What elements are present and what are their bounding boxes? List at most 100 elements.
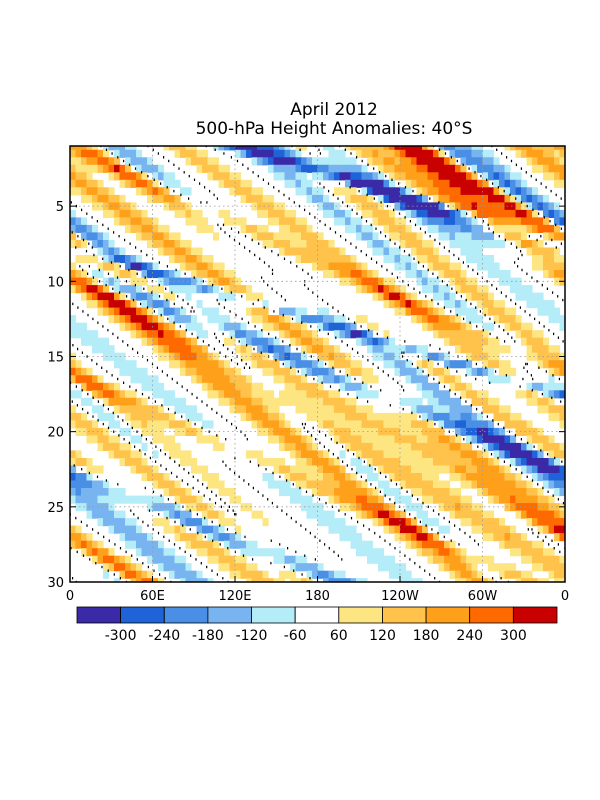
heatmap-cell: [422, 390, 429, 399]
contour-segment: [557, 336, 559, 339]
contour-segment: [370, 223, 372, 227]
contour-segment: [385, 174, 387, 178]
heatmap-cell: [416, 465, 423, 474]
contour-segment: [304, 208, 306, 212]
contour-segment: [133, 513, 135, 516]
contour-segment: [217, 223, 219, 227]
heatmap-cell: [526, 435, 533, 444]
heatmap-cell: [493, 164, 500, 173]
contour-segment: [310, 434, 313, 437]
heatmap-cell: [477, 164, 484, 173]
heatmap-cell: [510, 217, 517, 226]
heatmap-cell: [246, 390, 253, 399]
heatmap-cell: [125, 307, 132, 316]
heatmap-cell: [510, 570, 517, 579]
heatmap-cell: [334, 164, 341, 173]
contour-segment: [167, 407, 170, 411]
heatmap-cell: [268, 412, 275, 421]
heatmap-cell: [279, 345, 286, 354]
heatmap-cell: [444, 164, 451, 173]
heatmap-cell: [422, 480, 429, 489]
heatmap-cell: [92, 270, 99, 279]
heatmap-cell: [493, 187, 500, 196]
contour-segment: [286, 513, 288, 516]
heatmap-cell: [317, 458, 324, 467]
heatmap-cell: [273, 352, 280, 361]
heatmap-cell: [103, 149, 110, 158]
contour-segment: [425, 524, 427, 527]
heatmap-cell: [477, 570, 484, 579]
heatmap-cell: [455, 458, 462, 467]
heatmap-cell: [532, 330, 539, 339]
heatmap-cell: [460, 345, 467, 354]
heatmap-cell: [471, 285, 478, 294]
contour-segment: [219, 543, 221, 546]
heatmap-cell: [356, 420, 363, 429]
heatmap-cell: [515, 570, 522, 579]
heatmap-cell: [345, 503, 352, 512]
contour-segment: [143, 287, 145, 290]
heatmap-cell: [306, 232, 313, 241]
heatmap-cell: [147, 540, 154, 549]
heatmap-cell: [394, 247, 401, 256]
heatmap-cell: [81, 149, 88, 158]
heatmap-cell: [471, 390, 478, 399]
heatmap-cell: [488, 495, 495, 504]
heatmap-cell: [438, 292, 445, 301]
contour-segment: [498, 235, 500, 238]
heatmap-cell: [323, 240, 330, 249]
heatmap-cell: [86, 300, 93, 309]
heatmap-cell: [207, 367, 214, 376]
heatmap-cell: [477, 224, 484, 233]
heatmap-cell: [75, 427, 82, 436]
heatmap-cell: [466, 240, 473, 249]
contour-segment: [206, 486, 208, 490]
contour-segment: [368, 329, 370, 332]
contour-segment: [329, 385, 332, 388]
heatmap-cell: [471, 337, 478, 346]
heatmap-cell: [504, 435, 511, 444]
heatmap-cell: [81, 292, 88, 301]
heatmap-cell: [449, 540, 456, 549]
contour-segment: [218, 302, 220, 306]
contour-segment: [134, 283, 136, 287]
heatmap-cell: [422, 360, 429, 369]
heatmap-cell: [130, 458, 137, 467]
contour-segment: [557, 295, 559, 298]
heatmap-cell: [147, 555, 154, 564]
heatmap-cell: [158, 473, 165, 482]
heatmap-cell: [482, 473, 489, 482]
heatmap-cell: [515, 285, 522, 294]
contour-segment: [422, 370, 424, 373]
heatmap-cell: [152, 270, 159, 279]
heatmap-cell: [235, 330, 242, 339]
heatmap-cell: [477, 525, 484, 534]
heatmap-cell: [416, 232, 423, 241]
colorbar-label: -180: [192, 628, 224, 644]
heatmap-cell: [438, 563, 445, 572]
contour-segment: [392, 377, 394, 381]
heatmap-cell: [427, 458, 434, 467]
heatmap-cell: [504, 488, 511, 497]
heatmap-cell: [493, 442, 500, 451]
heatmap-cell: [455, 548, 462, 557]
heatmap-cell: [471, 146, 478, 151]
heatmap-cell: [174, 315, 181, 324]
heatmap-cell: [81, 420, 88, 429]
heatmap-cell: [130, 367, 137, 376]
heatmap-cell: [466, 405, 473, 414]
heatmap-cell: [548, 262, 555, 271]
heatmap-cell: [207, 578, 214, 582]
heatmap-cell: [136, 217, 143, 226]
heatmap-cell: [554, 315, 561, 324]
heatmap-cell: [328, 157, 335, 166]
heatmap-cell: [136, 157, 143, 166]
heatmap-cell: [114, 247, 121, 256]
heatmap-cell: [350, 179, 357, 188]
heatmap-cell: [554, 224, 561, 233]
contour-segment: [173, 189, 175, 193]
contour-segment: [432, 272, 434, 275]
heatmap-cell: [422, 300, 429, 309]
heatmap-cell: [493, 337, 500, 346]
contour-segment: [303, 426, 305, 430]
